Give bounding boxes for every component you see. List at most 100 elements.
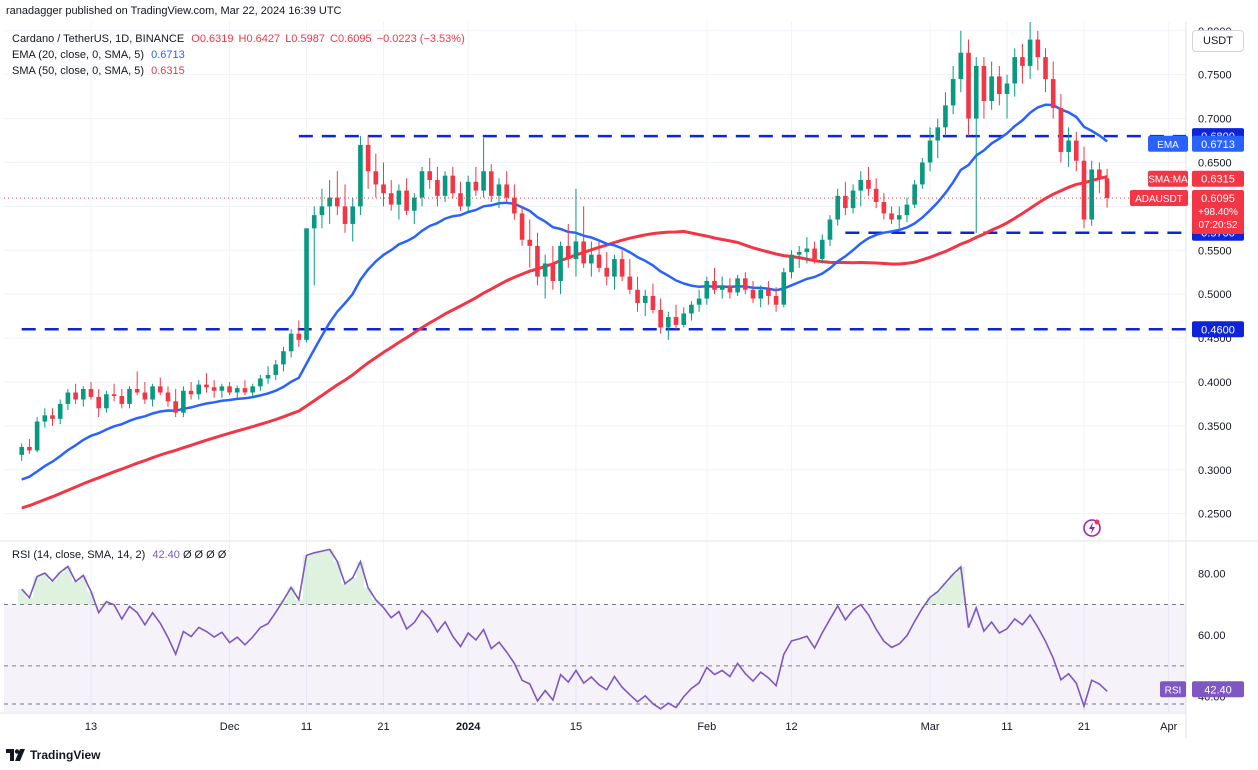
candle[interactable] — [219, 383, 225, 398]
candle[interactable] — [404, 178, 409, 216]
candle[interactable] — [581, 206, 586, 268]
candle[interactable] — [750, 281, 756, 303]
candle[interactable] — [789, 250, 794, 279]
footer-brand[interactable]: TradingView — [6, 748, 100, 762]
candle[interactable] — [950, 65, 956, 115]
candle[interactable] — [504, 171, 509, 202]
candle[interactable] — [142, 381, 148, 404]
candle[interactable] — [912, 180, 917, 209]
candle[interactable] — [342, 184, 348, 233]
candle[interactable] — [242, 380, 248, 396]
candle[interactable] — [473, 166, 479, 196]
candlestick-series[interactable] — [19, 22, 1110, 461]
candle[interactable] — [335, 171, 340, 216]
candle[interactable] — [88, 381, 94, 400]
candle[interactable] — [150, 383, 155, 407]
candle[interactable] — [265, 366, 271, 384]
candle[interactable] — [234, 385, 240, 400]
candle[interactable] — [288, 329, 294, 358]
candle[interactable] — [535, 232, 540, 286]
candle[interactable] — [458, 181, 463, 211]
candle[interactable] — [96, 388, 102, 418]
candle[interactable] — [696, 289, 702, 312]
candle[interactable] — [258, 374, 263, 391]
candle[interactable] — [681, 307, 687, 328]
legend-rsi-row[interactable]: RSI (14, close, SMA, 14, 2) 42.40 Ø Ø Ø … — [12, 549, 230, 561]
candle[interactable] — [1043, 48, 1048, 93]
candle[interactable] — [804, 237, 810, 264]
candle[interactable] — [381, 162, 386, 207]
candle[interactable] — [181, 386, 186, 418]
candle[interactable] — [481, 137, 486, 198]
candle[interactable] — [935, 118, 941, 159]
candle[interactable] — [997, 65, 1002, 106]
candle[interactable] — [419, 166, 425, 207]
candle[interactable] — [273, 360, 279, 381]
candle[interactable] — [1104, 168, 1110, 208]
candle[interactable] — [1012, 48, 1018, 97]
candle[interactable] — [958, 30, 964, 93]
candle[interactable] — [450, 166, 456, 198]
candle[interactable] — [589, 241, 594, 277]
candle[interactable] — [119, 388, 125, 409]
candle[interactable] — [866, 166, 871, 196]
candle[interactable] — [165, 386, 171, 407]
candle[interactable] — [319, 188, 325, 229]
candle[interactable] — [19, 443, 25, 461]
candle[interactable] — [550, 245, 556, 290]
candle[interactable] — [889, 206, 894, 224]
candle[interactable] — [920, 158, 925, 189]
candle[interactable] — [981, 57, 987, 119]
candle[interactable] — [365, 136, 371, 189]
candle[interactable] — [719, 276, 725, 299]
candle[interactable] — [134, 371, 140, 396]
candle[interactable] — [1097, 162, 1102, 194]
candle[interactable] — [111, 383, 117, 402]
candle[interactable] — [973, 57, 979, 233]
candle[interactable] — [966, 39, 971, 137]
candle[interactable] — [558, 241, 563, 295]
candle[interactable] — [1035, 30, 1041, 71]
candle[interactable] — [411, 193, 417, 224]
candle[interactable] — [642, 289, 648, 317]
candle[interactable] — [650, 283, 656, 314]
candle[interactable] — [496, 178, 502, 209]
candle[interactable] — [604, 252, 610, 286]
candle[interactable] — [204, 373, 209, 393]
legend-sma-row[interactable]: SMA (50, close, 0, SMA, 5) 0.6315 — [12, 65, 185, 77]
candle[interactable] — [196, 380, 202, 400]
candle[interactable] — [1081, 146, 1087, 229]
candle[interactable] — [666, 311, 671, 340]
candle[interactable] — [57, 399, 63, 425]
candle[interactable] — [435, 166, 440, 207]
candle[interactable] — [311, 206, 317, 286]
candle[interactable] — [904, 197, 910, 223]
candle[interactable] — [27, 439, 32, 454]
candle[interactable] — [157, 377, 163, 396]
candle[interactable] — [766, 281, 771, 305]
candle[interactable] — [34, 417, 40, 453]
candle[interactable] — [896, 206, 902, 229]
candle[interactable] — [758, 285, 764, 308]
candle[interactable] — [250, 383, 255, 398]
candle[interactable] — [773, 287, 779, 312]
candle[interactable] — [635, 276, 640, 312]
candle[interactable] — [296, 320, 302, 347]
candle[interactable] — [850, 184, 856, 214]
candle[interactable] — [173, 388, 178, 418]
candle[interactable] — [704, 276, 710, 305]
candle[interactable] — [819, 234, 825, 264]
last-price-tag[interactable]: ADAUSDT 0.6095 +98.40% 07:20:52 — [1130, 190, 1244, 235]
candle[interactable] — [727, 278, 733, 299]
candle[interactable] — [742, 272, 748, 295]
candle[interactable] — [835, 188, 840, 226]
candle[interactable] — [519, 206, 525, 246]
candle[interactable] — [673, 304, 679, 330]
candle[interactable] — [211, 380, 217, 398]
candle[interactable] — [596, 241, 602, 273]
candle[interactable] — [881, 193, 887, 220]
candle[interactable] — [812, 241, 817, 264]
candle[interactable] — [281, 346, 286, 372]
candle[interactable] — [843, 181, 848, 216]
